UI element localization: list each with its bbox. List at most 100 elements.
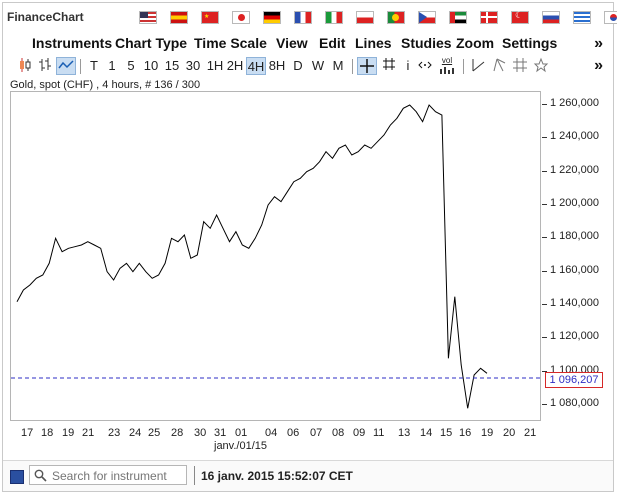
fibonacci-levels-icon[interactable] xyxy=(511,57,529,75)
scale-1-hour[interactable]: 1H xyxy=(206,58,224,73)
y-tick xyxy=(542,404,547,405)
ohlc-bars-icon[interactable] xyxy=(37,57,53,75)
instrument-search[interactable] xyxy=(29,465,187,485)
x-tick-label: 23 xyxy=(108,427,121,439)
flag-us-icon[interactable] xyxy=(139,11,157,24)
scale-1-min[interactable]: 1 xyxy=(108,58,116,73)
menu-edit[interactable]: Edit xyxy=(319,35,346,51)
scale-week[interactable]: W xyxy=(311,58,325,73)
x-tick-label: 08 xyxy=(332,427,345,439)
flag-turkey-icon[interactable]: ☾ xyxy=(511,10,529,24)
toolbar: T 1 5 10 15 30 1H 2H 4H 8H D W M i vol xyxy=(3,56,613,77)
menu-time-scale[interactable]: Time Scale xyxy=(194,35,267,51)
x-tick-label: 25 xyxy=(148,427,161,439)
x-tick-label: 01 xyxy=(235,427,248,439)
price-axis: 1 080,000 1 100,000 1 120,000 1 140,000 1 16… xyxy=(542,91,612,421)
x-tick-label: 21 xyxy=(524,427,537,439)
flag-portugal-icon[interactable] xyxy=(387,11,405,24)
x-tick-label: 21 xyxy=(82,427,95,439)
grid-icon[interactable] xyxy=(381,57,397,75)
flag-slovakia-icon[interactable] xyxy=(542,11,560,24)
menu-settings[interactable]: Settings xyxy=(502,35,558,51)
trendline-icon[interactable] xyxy=(469,57,487,75)
menu-zoom[interactable]: Zoom xyxy=(456,35,495,51)
line-chart-icon[interactable] xyxy=(56,57,76,75)
horizontal-expand-icon[interactable] xyxy=(417,57,433,75)
scale-tick[interactable]: T xyxy=(90,58,98,73)
chart-plot-area[interactable] xyxy=(10,91,541,421)
x-tick-label: 17 xyxy=(21,427,34,439)
y-tick-label: 1 200,000 xyxy=(550,197,599,209)
status-datetime: 16 janv. 2015 15:52:07 CET xyxy=(201,469,353,483)
scale-15-min[interactable]: 15 xyxy=(164,58,180,73)
flag-france-icon[interactable] xyxy=(294,11,312,24)
flag-china-icon[interactable]: ★ xyxy=(201,11,219,24)
y-tick xyxy=(542,237,547,239)
footer-separator xyxy=(194,466,195,485)
scale-2-hour[interactable]: 2H xyxy=(226,58,244,73)
x-tick-label: 13 xyxy=(398,427,411,439)
y-tick xyxy=(542,337,547,339)
chart-info: Gold, spot (CHF) , 4 hours, # 136 / 300 xyxy=(10,79,201,91)
scale-5-min[interactable]: 5 xyxy=(127,58,135,73)
flag-greece-icon[interactable] xyxy=(573,11,591,24)
flag-italy-icon[interactable] xyxy=(325,11,343,24)
flag-germany-icon[interactable] xyxy=(263,11,281,24)
y-tick xyxy=(542,137,547,139)
menu-chart-type[interactable]: Chart Type xyxy=(115,35,188,51)
color-swatch[interactable] xyxy=(10,470,24,484)
status-bar: 16 janv. 2015 15:52:07 CET xyxy=(3,460,613,491)
y-tick-label: 1 140,000 xyxy=(550,297,599,309)
y-tick-label: 1 080,000 xyxy=(550,397,599,409)
menu-view[interactable]: View xyxy=(276,35,308,51)
y-tick xyxy=(542,104,547,105)
y-tick xyxy=(542,170,547,172)
menu-lines[interactable]: Lines xyxy=(355,35,392,51)
toolbar-separator xyxy=(352,59,353,74)
crosshair-icon[interactable] xyxy=(357,57,377,75)
title-bar: FinanceChart ★ ☾ xyxy=(3,3,617,31)
flag-korea-icon[interactable] xyxy=(604,11,617,24)
flag-uae-icon[interactable] xyxy=(449,11,467,24)
flag-spain-icon[interactable] xyxy=(170,11,188,24)
scale-4-hour[interactable]: 4H xyxy=(246,57,266,75)
flag-poland-icon[interactable] xyxy=(356,11,374,24)
x-tick-label: 19 xyxy=(481,427,494,439)
scale-10-min[interactable]: 10 xyxy=(143,58,159,73)
menu-studies[interactable]: Studies xyxy=(401,35,452,51)
x-tick-label: 09 xyxy=(353,427,366,439)
volume-icon[interactable]: vol xyxy=(438,56,456,75)
info-icon[interactable]: i xyxy=(406,58,410,73)
x-tick-label: 11 xyxy=(373,427,385,439)
y-tick-label: 1 180,000 xyxy=(550,230,599,243)
fibonacci-fan-icon[interactable] xyxy=(490,57,508,75)
scale-month[interactable]: M xyxy=(332,58,344,73)
menu-more-icon[interactable]: » xyxy=(594,35,603,52)
x-tick-label: 19 xyxy=(62,427,75,439)
app-title: FinanceChart xyxy=(7,10,84,24)
y-tick-label: 1 220,000 xyxy=(550,163,599,176)
candlestick-icon[interactable] xyxy=(17,57,33,75)
pin-icon[interactable] xyxy=(532,57,550,75)
menu-instruments[interactable]: Instruments xyxy=(32,35,113,51)
scale-30-min[interactable]: 30 xyxy=(185,58,201,73)
flag-japan-icon[interactable] xyxy=(232,11,250,24)
x-tick-label: 28 xyxy=(171,427,184,439)
x-tick-label: 15 xyxy=(440,427,453,439)
x-tick-label: 31 xyxy=(214,427,227,439)
toolbar-separator xyxy=(463,59,464,74)
volume-label: vol xyxy=(441,56,453,65)
x-tick-label: 24 xyxy=(129,427,142,439)
scale-8-hour[interactable]: 8H xyxy=(268,58,286,73)
toolbar-more-icon[interactable]: » xyxy=(594,57,603,74)
y-tick xyxy=(542,370,547,372)
scale-day[interactable]: D xyxy=(293,58,303,73)
x-tick-label: 14 xyxy=(420,427,433,439)
flag-czech-icon[interactable] xyxy=(418,11,436,24)
search-input[interactable] xyxy=(50,467,184,485)
search-icon xyxy=(34,469,47,482)
price-line xyxy=(16,104,488,409)
flag-denmark-icon[interactable] xyxy=(480,11,498,24)
y-tick-label: 1 160,000 xyxy=(550,263,599,276)
